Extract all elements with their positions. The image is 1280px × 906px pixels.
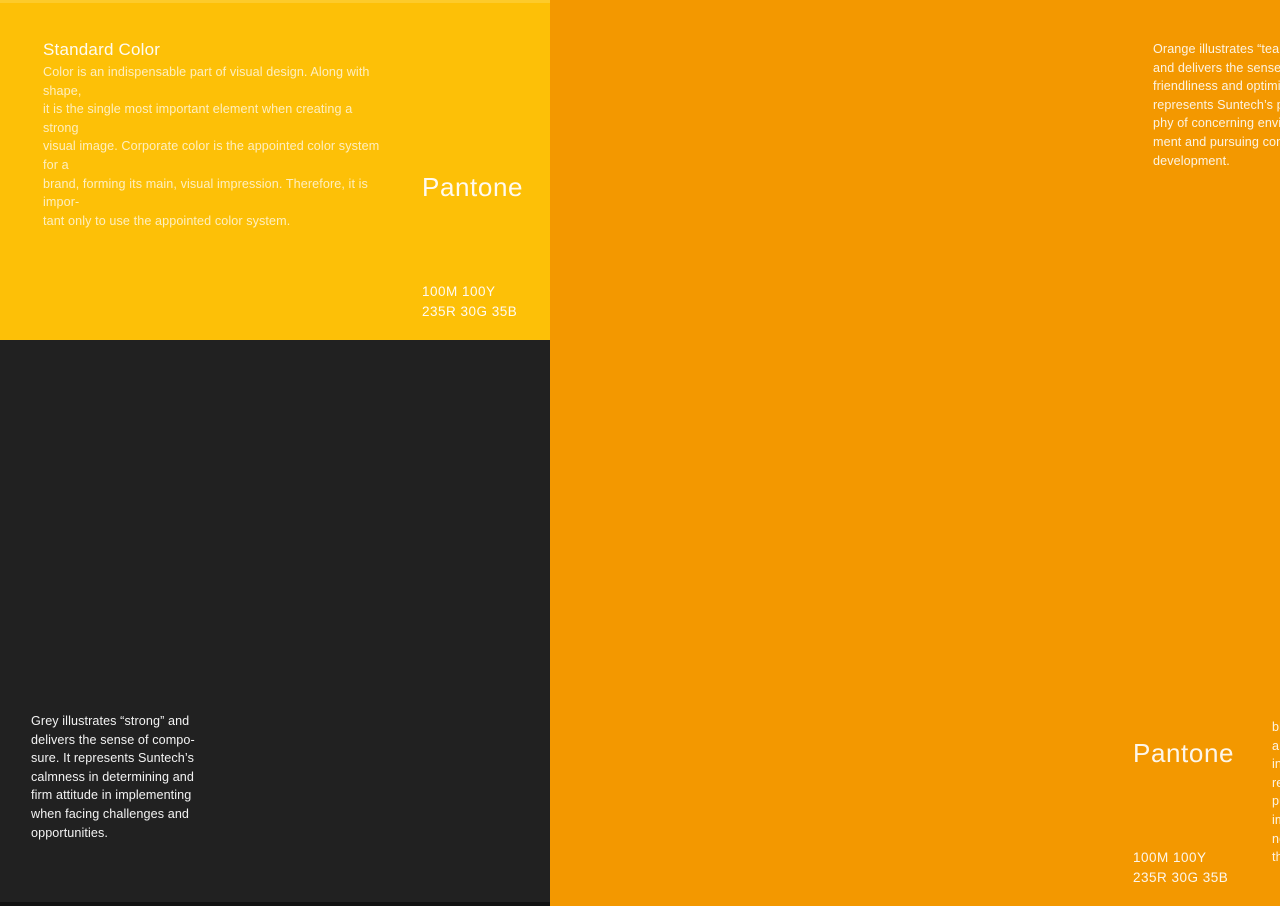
blue-color-description: blue illustrates "technological" and del… [1272,720,1280,865]
orange-color-description: Orange illustrates “teamwork” and delive… [1153,42,1280,168]
grey-color-panel: Grey illustrates “strong” and delivers t… [0,340,550,906]
standard-color-description: Color is an indispensable part of visual… [43,65,380,228]
pantone-label-yellow: Pantone [422,172,524,202]
color-values-blue: 100M 100Y 235R 30G 35B [1133,850,1229,885]
standard-color-yellow-panel: Standard Color Color is an indispensable… [0,0,550,340]
grey-color-description: Grey illustrates “strong” and delivers t… [31,714,195,840]
page-title: Standard Color [43,40,161,59]
orange-color-panel: Orange illustrates “teamwork” and delive… [550,0,1280,906]
bottom-edge-strip [0,902,550,906]
top-edge-strip [0,0,550,3]
color-values-yellow: 100M 100Y 235R 30G 35B [422,284,518,319]
pantone-label-blue: Pantone [1133,738,1235,768]
